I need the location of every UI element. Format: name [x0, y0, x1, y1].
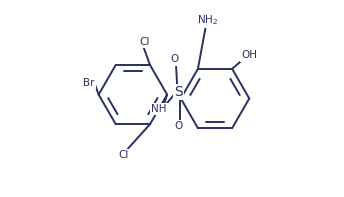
Text: Cl: Cl [118, 150, 128, 160]
Text: O: O [171, 54, 179, 64]
Text: O: O [175, 121, 183, 131]
Text: S: S [174, 85, 183, 99]
Text: NH$_2$: NH$_2$ [197, 13, 218, 27]
Text: NH: NH [151, 104, 166, 114]
Text: Cl: Cl [139, 37, 150, 47]
Text: Br: Br [83, 78, 95, 88]
Text: OH: OH [241, 50, 257, 60]
